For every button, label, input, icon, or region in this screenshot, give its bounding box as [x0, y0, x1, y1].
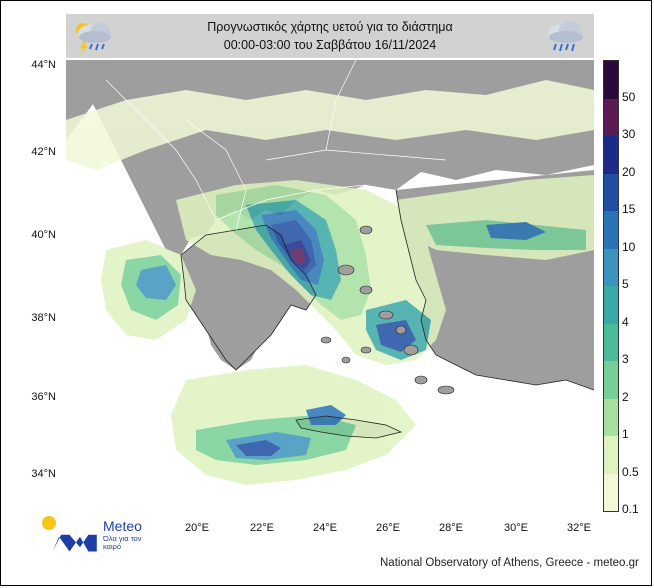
legend-label: 2: [622, 389, 629, 404]
legend-label: 0.1: [622, 502, 639, 516]
legend-swatch: [604, 211, 618, 249]
legend-swatch: [604, 98, 618, 136]
cloud-rain-icon: [548, 21, 583, 52]
lat-label-40: 40°N: [31, 229, 56, 241]
credit-text: National Observatory of Athens, Greece -…: [380, 557, 639, 569]
lon-label-24: 24°E: [313, 522, 337, 534]
precipitation-map: [66, 60, 594, 512]
legend-label: 5: [622, 277, 629, 291]
cloud-rain-lightning-icon: [76, 23, 111, 55]
title-bar: [66, 14, 594, 58]
lon-label-28: 28°E: [439, 522, 463, 534]
legend-swatch: [604, 361, 618, 399]
legend-swatch: [604, 436, 618, 474]
lat-label-34: 34°N: [31, 468, 56, 480]
lon-label-30: 30°E: [504, 522, 528, 534]
coastlines: [180, 189, 594, 439]
title-line-2: 00:00-03:00 του Σαββάτου 16/11/2024: [223, 38, 437, 52]
lat-label-36: 36°N: [31, 391, 56, 403]
legend-swatch: [604, 248, 618, 286]
legend-label: 15: [622, 202, 636, 216]
legend-label: 0.5: [622, 464, 639, 479]
lon-label-26: 26°E: [376, 522, 400, 534]
legend-swatch: [604, 398, 618, 436]
legend-swatch: [604, 473, 618, 511]
lon-label-22: 22°E: [250, 522, 274, 534]
legend-label: 3: [622, 352, 629, 366]
legend-label: 20: [622, 164, 636, 179]
legend-swatch: [604, 323, 618, 361]
legend-swatch: [604, 286, 618, 324]
legend-colorbar: [603, 60, 619, 512]
lon-label-32: 32°E: [567, 522, 591, 534]
legend-label: 1: [622, 427, 629, 441]
legend-swatch: [604, 173, 618, 211]
legend-label: 50: [622, 89, 636, 104]
legend-label: 4: [622, 314, 629, 329]
lat-label-38: 38°N: [31, 312, 56, 324]
precip-field: [66, 80, 594, 485]
legend-swatch: [604, 61, 618, 99]
land-peloponnese: [206, 305, 261, 370]
legend-label: 30: [622, 127, 636, 141]
meteo-logo-tagline: Όλα για τον καιρό: [103, 534, 142, 551]
borders: [105, 60, 447, 231]
legend-swatch: [604, 136, 618, 174]
title-line-1: Προγνωστικός χάρτης υετού για το διάστημ…: [207, 20, 453, 34]
map-title: Προγνωστικός χάρτης υετού για το διάστημ…: [120, 14, 540, 58]
meteo-logo: [42, 516, 97, 552]
meteo-logo-name: Meteo: [103, 518, 142, 534]
legend-label: 10: [622, 239, 636, 254]
lat-label-42: 42°N: [31, 146, 56, 158]
lon-label-20: 20°E: [185, 522, 209, 534]
aegean-islands: [320, 225, 455, 395]
lat-label-44: 44°N: [31, 59, 56, 71]
